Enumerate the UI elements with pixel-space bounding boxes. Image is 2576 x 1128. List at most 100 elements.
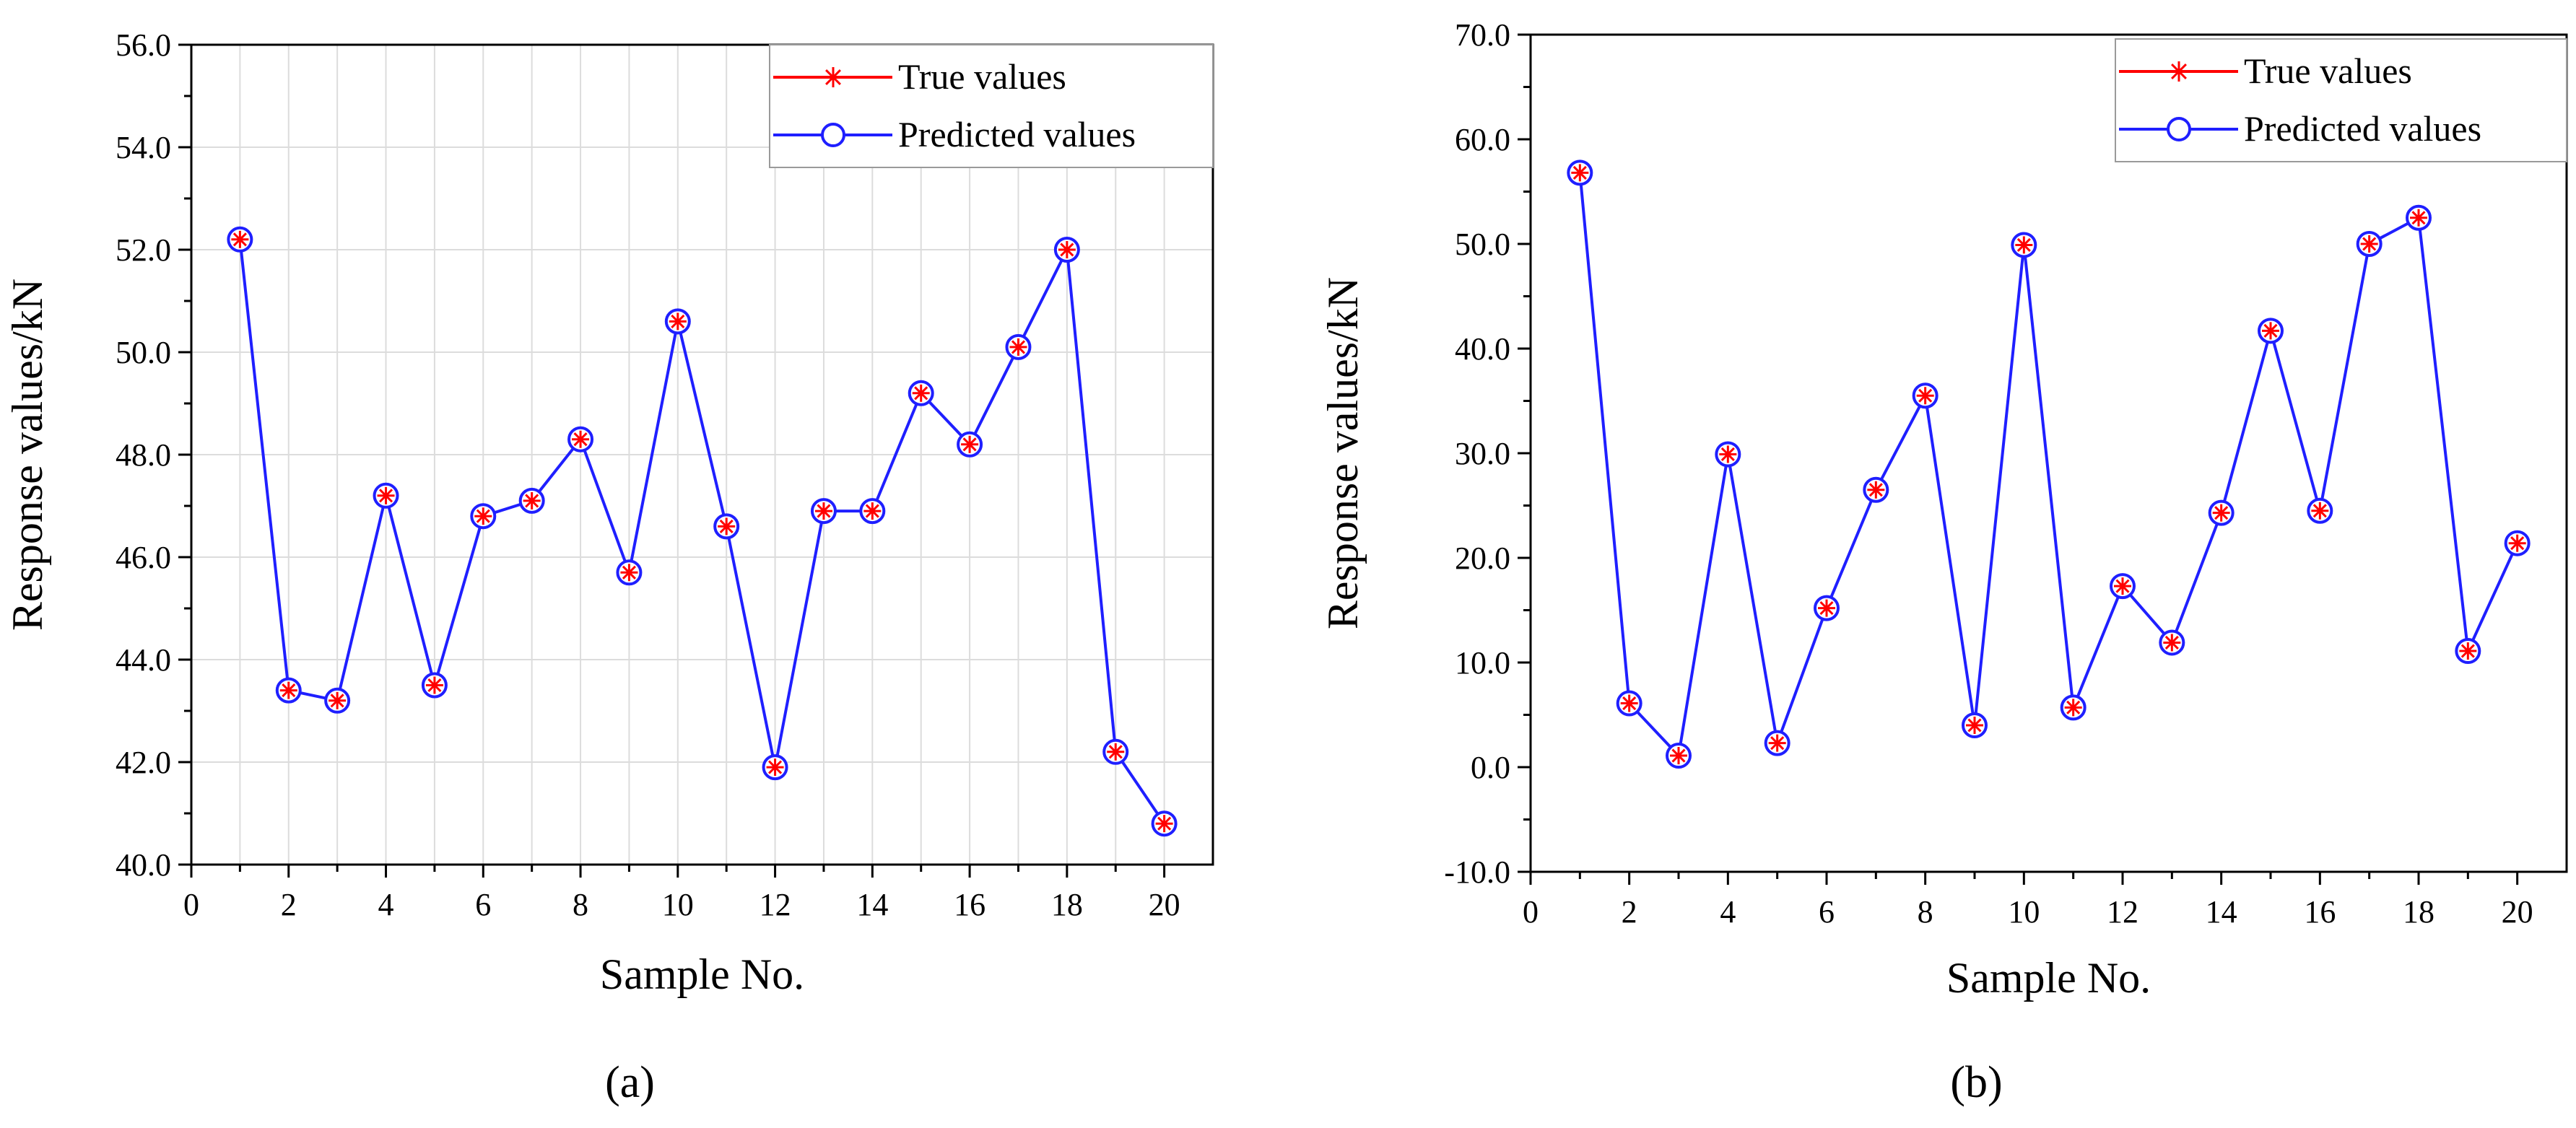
gridlines — [191, 45, 1213, 865]
y-tick-label: -10.0 — [1444, 854, 1510, 890]
x-tick-label: 20 — [1149, 887, 1180, 922]
true-point — [2262, 322, 2279, 340]
legend-label: Predicted values — [898, 114, 1136, 154]
true-point — [1768, 734, 1786, 752]
true-point — [1009, 338, 1027, 356]
true-point — [425, 676, 443, 694]
y-axis-title: Response values/kN — [4, 279, 51, 631]
true-point — [2410, 209, 2427, 227]
y-tick-label: 42.0 — [116, 745, 171, 780]
true-point — [2459, 642, 2477, 660]
true-point — [1107, 743, 1125, 761]
x-tick-label: 10 — [662, 887, 694, 922]
true-point — [814, 502, 832, 520]
y-axis: 40.0 42.0 44.0 46.0 48.0 50.0 52.0 54.0 56.0 — [116, 27, 191, 883]
x-tick-label: 0 — [183, 887, 199, 922]
legend-asterisk-marker — [2169, 61, 2189, 82]
y-tick-label: 52.0 — [116, 232, 171, 268]
true-point — [766, 758, 784, 777]
legend-circle-marker — [821, 123, 845, 147]
x-tick-label: 8 — [1918, 894, 1933, 930]
legend-label: Predicted values — [2244, 108, 2481, 149]
true-point — [1818, 599, 1835, 617]
x-tick-label: 18 — [2403, 894, 2434, 930]
legend-box — [769, 44, 1214, 168]
x-axis-title: Sample No. — [1946, 954, 2151, 1002]
true-point — [1058, 241, 1076, 258]
y-tick-label: 30.0 — [1455, 436, 1510, 471]
chart-panel-b: 0 2 4 6 8 10 12 14 16 18 20 -10.0 0.0 10.0 20.0 30.0 40.… — [1319, 17, 2568, 1107]
x-tick-label: 10 — [2008, 894, 2040, 930]
true-point — [377, 486, 395, 504]
y-tick-label: 48.0 — [116, 437, 171, 473]
y-axis: -10.0 0.0 10.0 20.0 30.0 40.0 50.0 60.0 70.0 — [1444, 17, 1531, 890]
true-point — [1966, 717, 1983, 734]
true-point — [572, 430, 590, 448]
true-point — [1670, 747, 1687, 765]
x-tick-label: 2 — [1622, 894, 1637, 930]
true-point — [669, 312, 687, 331]
true-point — [2114, 577, 2131, 595]
x-tick-label: 12 — [760, 887, 791, 922]
true-point — [912, 384, 930, 402]
legend-label: True values — [898, 56, 1066, 97]
true-point — [523, 491, 541, 510]
legend-circle-marker — [2167, 117, 2191, 141]
true-point — [328, 691, 347, 709]
true-point — [1571, 164, 1589, 182]
y-tick-label: 40.0 — [116, 847, 171, 883]
true-point — [2064, 699, 2082, 717]
x-tick-label: 20 — [2502, 894, 2533, 930]
y-tick-label: 20.0 — [1455, 541, 1510, 576]
x-tick-label: 16 — [954, 887, 985, 922]
true-point — [231, 230, 249, 248]
panel-label: (a) — [605, 1058, 655, 1107]
predicted-series-line — [1578, 172, 2519, 759]
true-point — [961, 435, 979, 453]
y-tick-label: 44.0 — [116, 642, 171, 678]
x-tick-label: 4 — [378, 887, 394, 922]
x-tick-label: 6 — [1819, 894, 1835, 930]
legend-label: True values — [2244, 51, 2412, 91]
true-point — [2212, 504, 2230, 522]
y-tick-label: 10.0 — [1455, 645, 1510, 681]
legend: True values Predicted values — [2115, 38, 2567, 162]
y-tick-label: 0.0 — [1471, 750, 1510, 785]
y-tick-label: 70.0 — [1455, 17, 1510, 53]
y-tick-label: 46.0 — [116, 540, 171, 575]
true-point — [1867, 481, 1885, 499]
true-point — [474, 507, 492, 525]
x-axis: 0 2 4 6 8 10 12 14 16 18 20 — [183, 865, 1180, 922]
y-tick-label: 60.0 — [1455, 122, 1510, 157]
x-tick-label: 12 — [2107, 894, 2138, 930]
x-tick-label: 14 — [2206, 894, 2237, 930]
x-tick-label: 8 — [573, 887, 588, 922]
x-tick-label: 4 — [1720, 894, 1736, 930]
x-tick-label: 6 — [475, 887, 491, 922]
predicted-series-line — [238, 239, 1166, 825]
true-point — [2311, 502, 2329, 520]
x-tick-label: 16 — [2304, 894, 2336, 930]
true-point — [2508, 534, 2526, 552]
true-point — [2360, 235, 2378, 253]
x-axis: 0 2 4 6 8 10 12 14 16 18 20 — [1523, 872, 2533, 930]
true-point — [863, 502, 882, 520]
true-point — [1620, 694, 1638, 712]
true-point — [2163, 634, 2181, 652]
legend-asterisk-marker — [823, 67, 843, 87]
true-point — [1916, 387, 1934, 405]
x-tick-label: 18 — [1051, 887, 1083, 922]
chart-panel-a: 0 2 4 6 8 10 12 14 16 18 20 40.0 42.0 44.0 46.0 48.0 50.… — [4, 27, 1214, 1107]
y-tick-label: 54.0 — [116, 130, 171, 165]
x-tick-label: 2 — [281, 887, 297, 922]
true-point — [279, 681, 297, 699]
y-tick-label: 40.0 — [1455, 331, 1510, 367]
y-axis-title: Response values/kN — [1319, 277, 1367, 629]
x-tick-label: 0 — [1523, 894, 1539, 930]
legend: True values Predicted values — [769, 44, 1214, 168]
panel-label: (b) — [1950, 1058, 2002, 1107]
legend-box — [2115, 38, 2567, 162]
x-tick-label: 14 — [856, 887, 888, 922]
y-tick-label: 50.0 — [116, 335, 171, 370]
